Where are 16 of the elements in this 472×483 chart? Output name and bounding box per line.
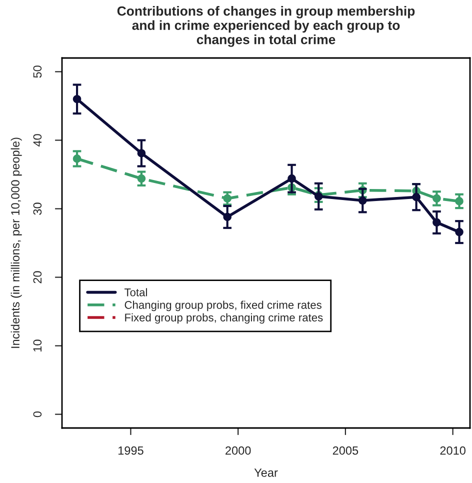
legend-label: Fixed group probs, changing crime rates [125, 313, 323, 324]
y-tick-label: 10 [33, 340, 42, 352]
x-tick-label: 2005 [332, 446, 358, 455]
x-tick-label: 2010 [440, 446, 466, 455]
legend-label: Total [124, 288, 147, 296]
y-tick-label: 40 [33, 134, 42, 147]
y-tick-label: 30 [33, 202, 42, 215]
y-tick-label: 20 [33, 271, 42, 284]
y-tick-label: 0 [33, 411, 42, 418]
y-tick-label: 50 [33, 66, 42, 78]
y-axis-title: Incidents (in millions, per 10,000 people) [10, 138, 22, 348]
x-axis-title: Year [254, 468, 278, 477]
x-tick-label: 2000 [226, 446, 251, 455]
legend-label: Changing group probs, fixed crime rates [124, 300, 322, 312]
chart-title: Contributions of changes in group membership and in crime experienced by each group to changes in total crime [117, 6, 415, 47]
x-tick-label: 1995 [118, 446, 144, 455]
